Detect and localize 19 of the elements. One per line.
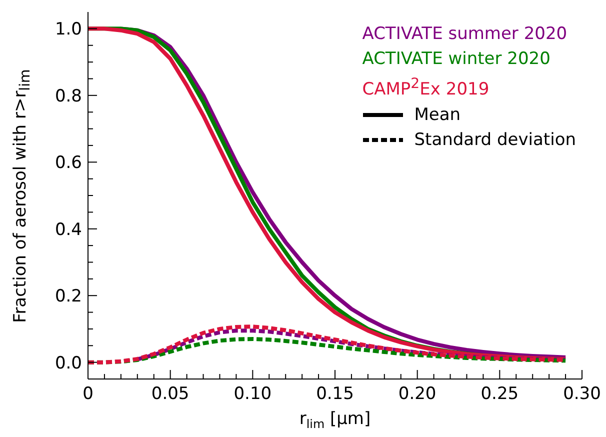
x-tick-label: 0.25: [480, 384, 519, 404]
y-tick-label: 0.0: [54, 353, 82, 374]
x-tick-label: 0: [82, 384, 94, 404]
x-tick-label: 0.20: [398, 384, 436, 404]
text: ACTIVATE summer 2020: [362, 23, 568, 46]
y-tick-label: 0.6: [54, 153, 82, 174]
x-tick-label: 0.05: [151, 384, 190, 404]
y-tick-label: 0.2: [54, 286, 82, 307]
y-tick-label: 1.0: [54, 20, 82, 40]
x-tick-label: 0.15: [316, 384, 354, 404]
y-tick-label: 0.4: [54, 220, 82, 240]
x-tick-label: 0.30: [563, 384, 601, 404]
text: ACTIVATE winter 2020: [362, 48, 552, 71]
x-tick-label: 0.10: [234, 384, 272, 404]
x-axis-title: r$_{lim}$ [μm]: [299, 409, 371, 431]
text: CAMP$^{2}$Ex 2019: [362, 75, 490, 102]
y-tick-label: 0.8: [54, 86, 82, 106]
annotation: Mean: [414, 104, 461, 127]
annotation: Standard deviation: [414, 128, 576, 152]
